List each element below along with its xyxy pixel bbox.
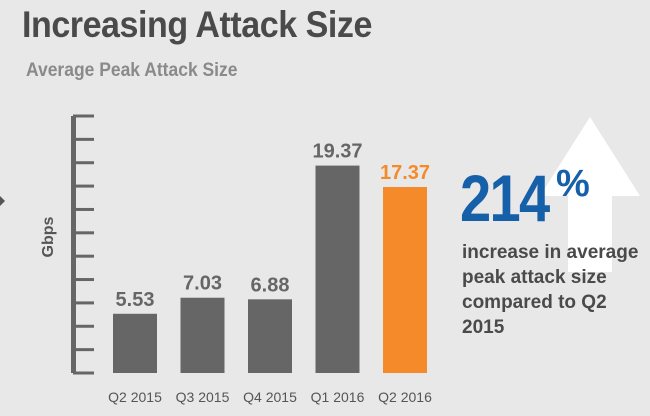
bar-value-label: 5.53	[116, 289, 155, 311]
bar	[113, 313, 157, 373]
x-tick-label: Q4 2015	[243, 389, 297, 405]
bar-value-label: 17.37	[380, 162, 430, 184]
y-axis-tick	[73, 254, 94, 258]
y-axis-tick	[73, 161, 94, 165]
bar-value-label: 7.03	[183, 273, 222, 295]
x-tick-label: Q2 2016	[378, 389, 432, 405]
left-pointer-icon	[0, 196, 5, 206]
bar	[383, 186, 427, 373]
y-axis-tick	[73, 324, 94, 328]
y-axis-tick	[73, 278, 94, 282]
y-axis	[71, 114, 94, 375]
bar	[315, 165, 360, 373]
chart-subtitle: Average Peak Attack Size	[26, 60, 238, 81]
bar-value-label: 19.37	[312, 141, 362, 163]
y-axis-line	[71, 116, 76, 373]
y-axis-tick	[73, 114, 94, 118]
y-axis-tick	[73, 184, 94, 188]
y-axis-tick	[73, 371, 94, 375]
chart-title: Increasing Attack Size	[22, 4, 372, 45]
y-axis-tick	[73, 348, 94, 352]
x-tick-label: Q2 2015	[108, 389, 162, 405]
callout-percent-sign: %	[556, 163, 590, 205]
bar	[180, 297, 225, 373]
y-axis-tick	[73, 231, 94, 235]
y-axis-tick	[73, 301, 94, 305]
y-axis-tick	[73, 207, 94, 211]
callout-description: increase in average peak attack size com…	[462, 242, 639, 338]
x-tick-label: Q3 2015	[176, 389, 230, 405]
y-axis-label: Gbps	[40, 216, 57, 257]
bar-value-label: 6.88	[251, 274, 290, 296]
x-tick-label: Q1 2016	[311, 389, 365, 405]
bars-group: 5.53 Q2 2015 7.03 Q3 2015 6.88 Q4 2015 19.37 Q1…	[108, 141, 432, 405]
bar	[248, 299, 292, 373]
callout-percentage: 214	[460, 161, 550, 235]
y-axis-tick	[73, 137, 94, 141]
